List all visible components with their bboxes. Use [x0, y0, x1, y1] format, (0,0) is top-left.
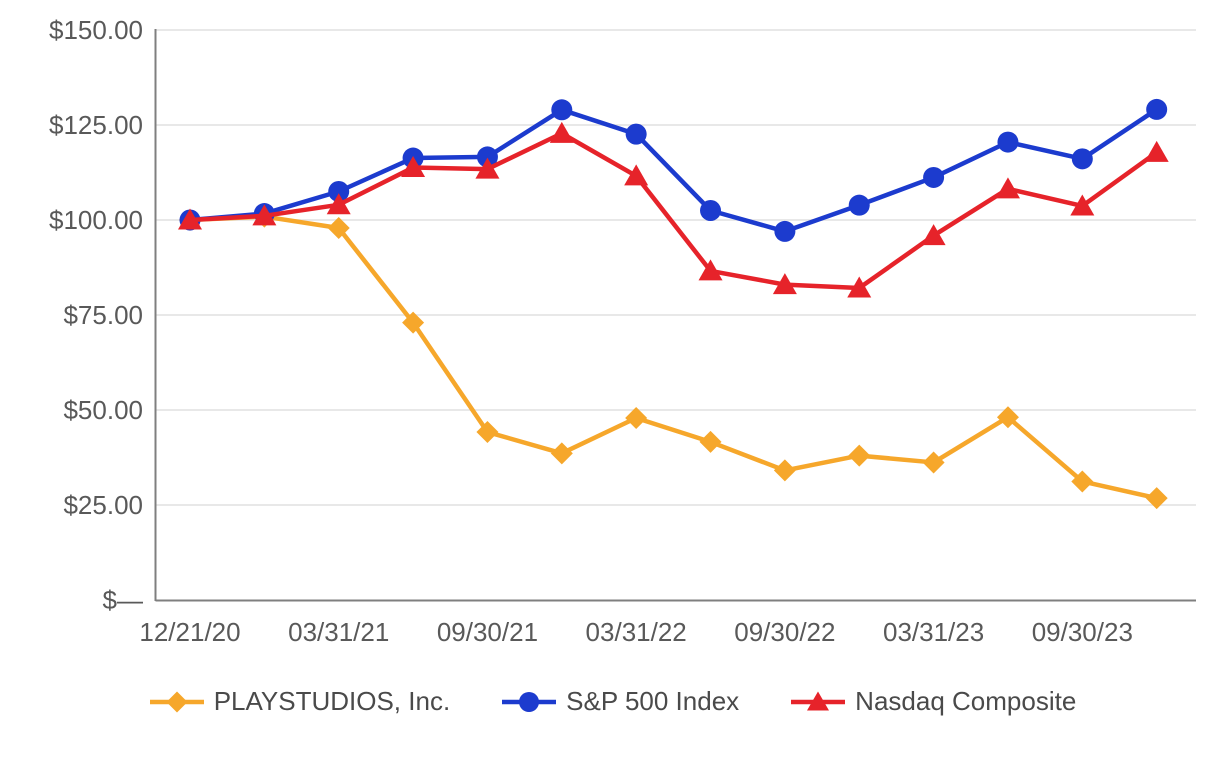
x-tick-label: 09/30/23: [1032, 617, 1133, 647]
x-tick-label: 03/31/23: [883, 617, 984, 647]
data-point: [625, 123, 647, 145]
data-point: [848, 194, 870, 216]
data-point: [848, 444, 871, 467]
series-line: [187, 131, 1159, 291]
legend-item-circle: S&P 500 Index: [502, 686, 739, 717]
data-point: [402, 311, 425, 334]
circle-icon: [502, 691, 557, 712]
data-point: [327, 216, 350, 239]
data-point: [698, 259, 723, 281]
y-tick-label: $100.00: [49, 205, 143, 235]
x-tick-label: 12/21/20: [139, 617, 240, 647]
data-point: [549, 121, 574, 143]
series-line: [187, 214, 1159, 501]
legend-label: S&P 500 Index: [566, 686, 740, 716]
data-point: [328, 181, 350, 202]
data-point: [774, 220, 796, 242]
legend-item-diamond: PLAYSTUDIOS, Inc.: [149, 686, 451, 717]
x-tick-label: 09/30/22: [734, 617, 835, 647]
legend-label: Nasdaq Composite: [855, 686, 1077, 716]
y-tick-label: $50.00: [63, 395, 143, 425]
legend-item-triangle: Nasdaq Composite: [791, 686, 1076, 717]
data-point: [921, 224, 946, 246]
data-point: [624, 164, 649, 186]
x-tick-label: 03/31/21: [288, 617, 389, 647]
data-point: [1144, 140, 1169, 162]
data-point: [847, 276, 872, 298]
data-point: [1071, 470, 1094, 493]
data-point: [699, 430, 722, 453]
data-point: [923, 166, 945, 188]
data-point: [625, 406, 648, 429]
data-point: [476, 421, 499, 444]
data-point: [550, 442, 573, 465]
x-tick-label: 03/31/22: [586, 617, 687, 647]
data-point: [773, 459, 796, 482]
y-tick-label: $75.00: [63, 300, 143, 330]
data-point: [772, 273, 797, 295]
data-point: [922, 451, 945, 474]
y-tick-label: $25.00: [63, 490, 143, 520]
data-point: [700, 200, 722, 221]
series-line: [187, 107, 1159, 234]
data-point: [1146, 98, 1168, 120]
diamond-icon: [149, 691, 204, 712]
y-tick-label: $125.00: [49, 110, 143, 140]
data-point: [475, 157, 500, 179]
data-point: [401, 156, 426, 178]
data-point: [1070, 194, 1095, 216]
data-point: [551, 99, 573, 121]
x-tick-label: 09/30/21: [437, 617, 538, 647]
data-point: [1145, 487, 1168, 510]
triangle-icon: [791, 691, 846, 710]
legend-label: PLAYSTUDIOS, Inc.: [213, 686, 451, 716]
y-tick-label: $150.00: [49, 15, 143, 45]
chart-legend: PLAYSTUDIOS, Inc. S&P 500 Index Nasdaq Com…: [0, 686, 1226, 717]
data-point: [995, 177, 1020, 199]
data-point: [476, 146, 498, 168]
data-point: [252, 204, 277, 226]
y-tick-label: $—: [103, 585, 143, 615]
data-point: [996, 406, 1019, 429]
data-point: [178, 208, 202, 230]
data-point: [997, 131, 1019, 153]
data-point: [326, 193, 351, 215]
data-point: [1071, 148, 1093, 170]
plot-area: $150.00 $125.00 $100.00 $75.00 $50.00 $25.00 $…: [49, 15, 1196, 647]
